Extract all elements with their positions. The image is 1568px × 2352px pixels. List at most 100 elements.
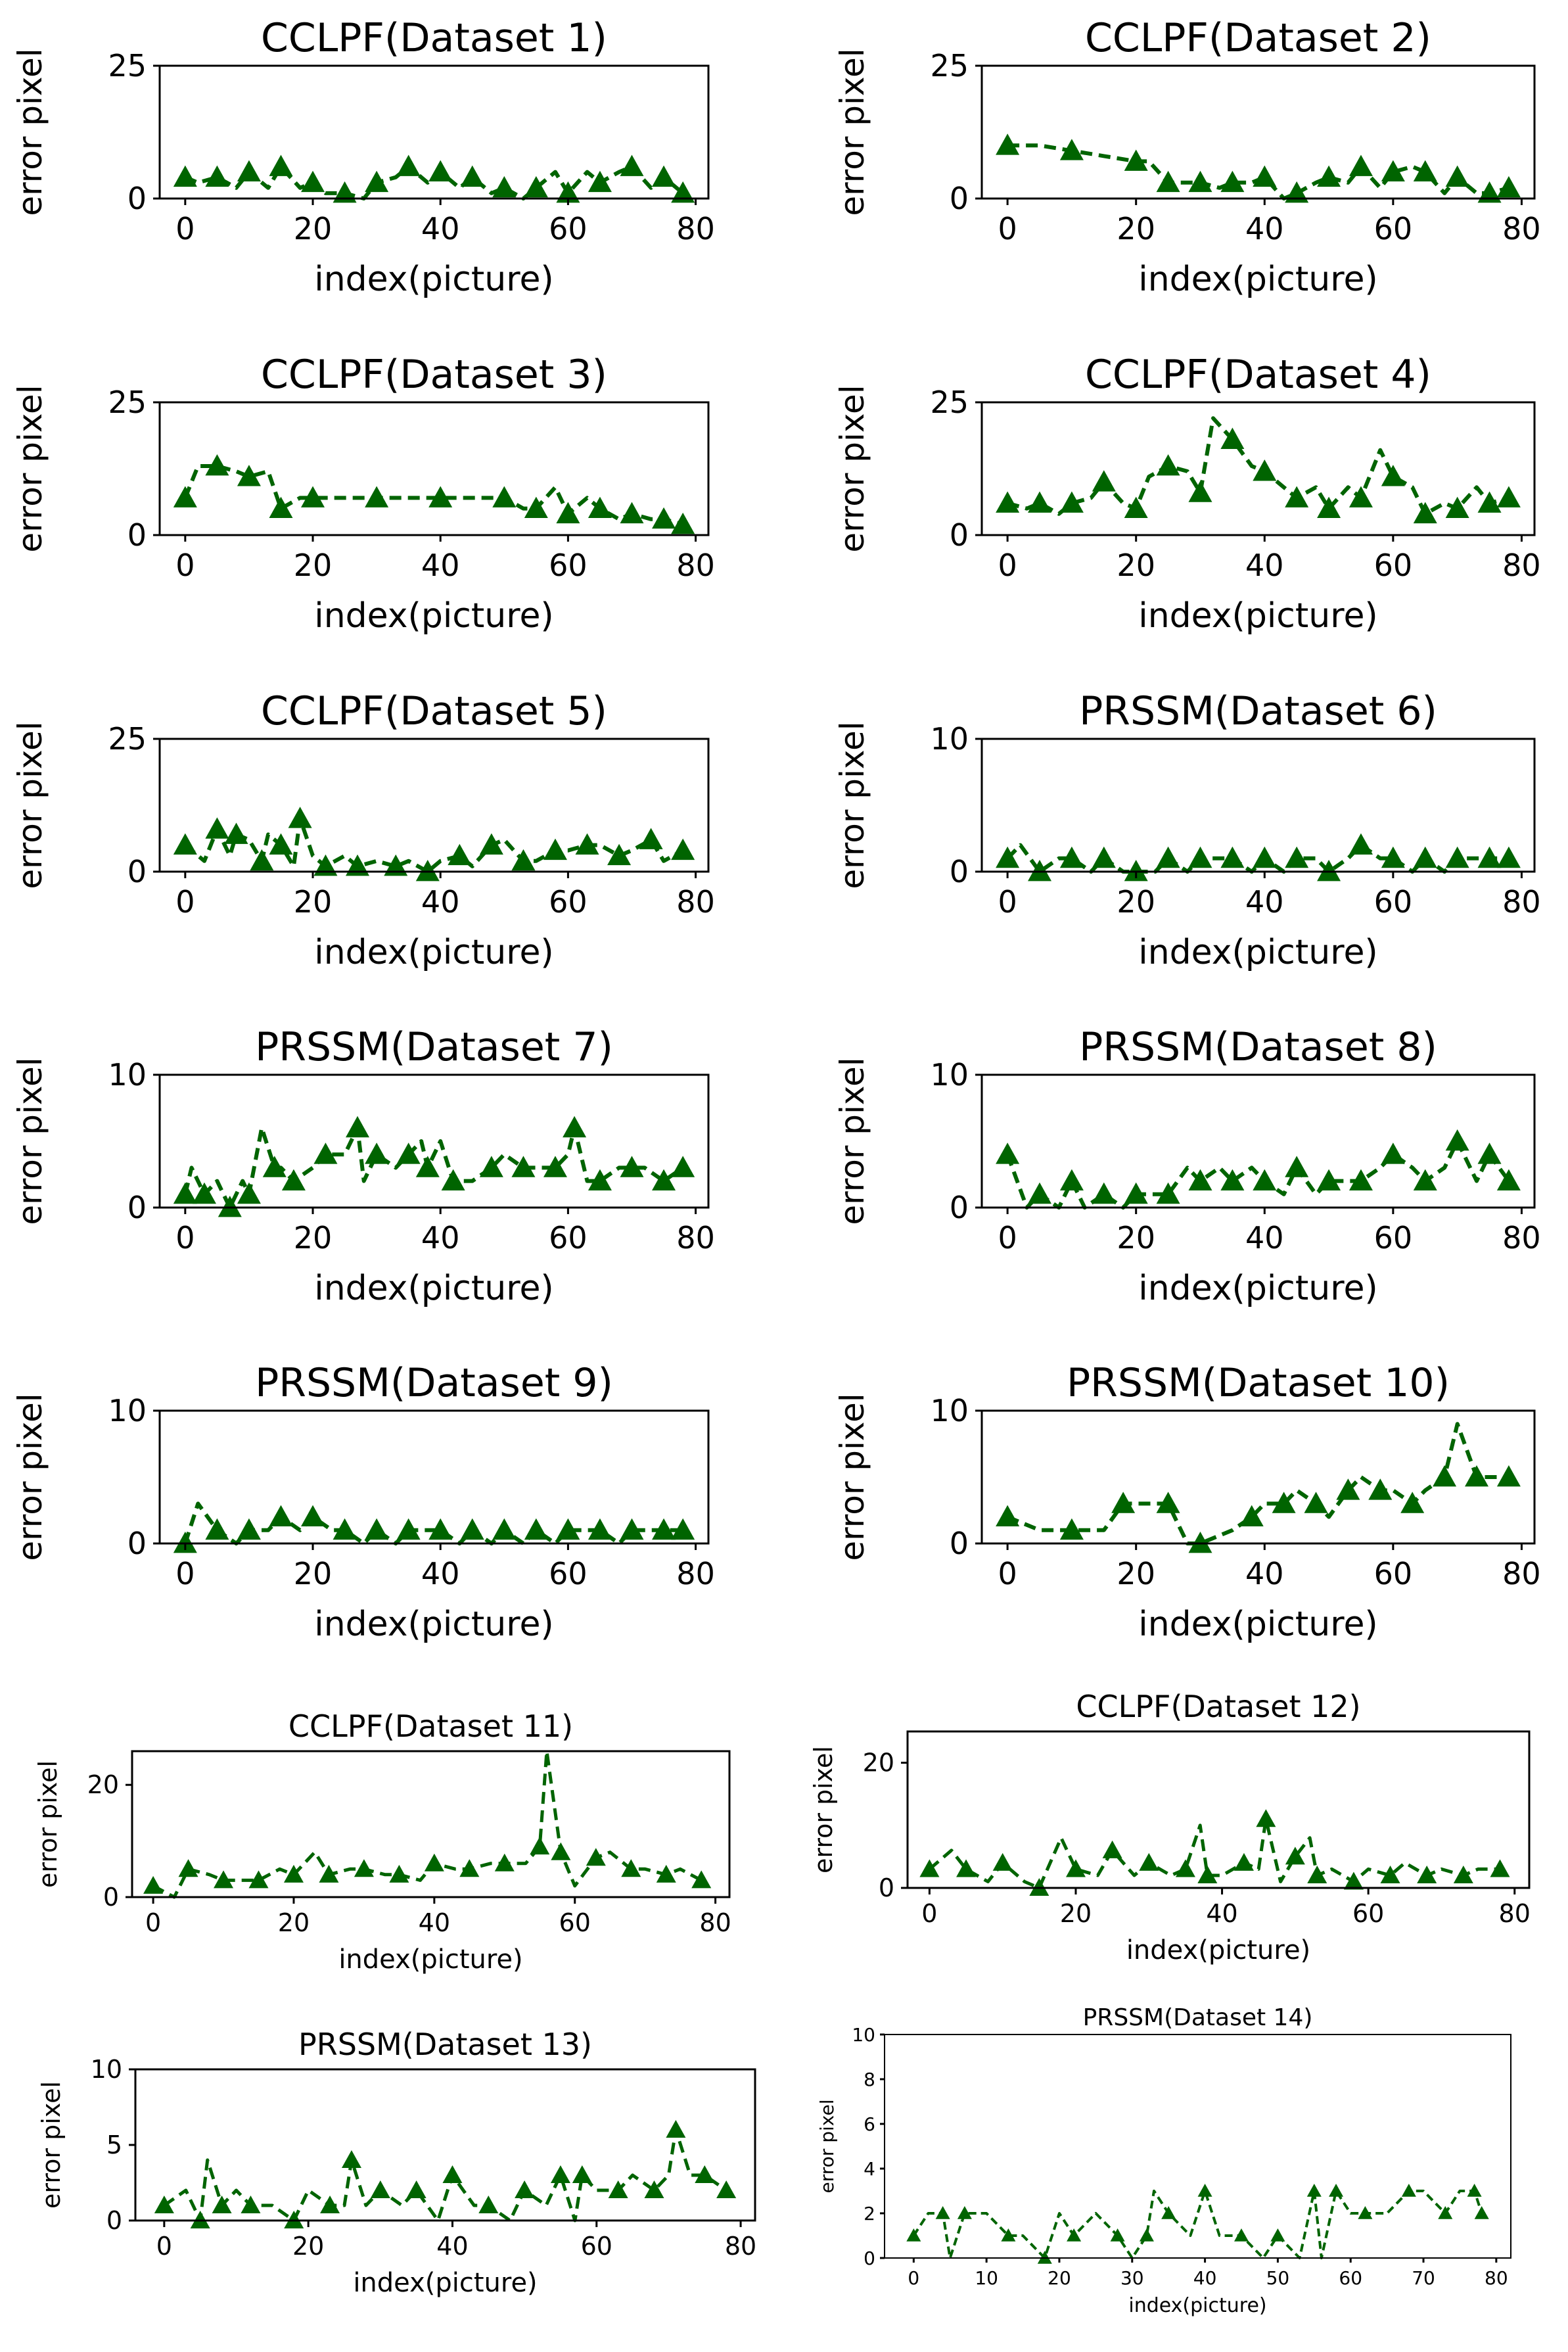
x-axis-label: index(picture)	[314, 933, 553, 972]
data-point-marker	[588, 170, 612, 193]
x-tick-label: 20	[292, 2232, 324, 2261]
data-point-marker	[224, 822, 248, 844]
x-axis-label: index(picture)	[314, 260, 553, 299]
data-point-marker	[1401, 2184, 1416, 2197]
x-tick-label: 0	[175, 1220, 195, 1256]
data-point-marker	[608, 2180, 628, 2198]
data-point-marker	[492, 176, 517, 198]
chart-panel-13: 0 20 40 60 80 0 5 10 PRSSM(Dataset 13) index(pict…	[37, 2027, 756, 2298]
data-point-marker	[1285, 846, 1309, 868]
data-point-marker	[478, 2196, 499, 2213]
chart-title: CCLPF(Dataset 4)	[1085, 352, 1431, 398]
x-axis-label: index(picture)	[338, 1944, 522, 1975]
data-point-marker	[428, 486, 453, 507]
data-point-marker	[365, 170, 389, 193]
y-tick-label: 10	[930, 1057, 969, 1093]
data-point-marker	[992, 1852, 1013, 1871]
x-tick-label: 40	[1245, 211, 1284, 247]
chart-title: CCLPF(Dataset 1)	[261, 15, 607, 61]
x-tick-label: 20	[1117, 548, 1155, 583]
data-point-marker	[218, 1196, 242, 1217]
chart-panel-10: 0 20 40 60 80 0 10 PRSSM(Dataset 10) index(pictu…	[833, 1360, 1541, 1644]
y-tick-label: 0	[127, 1526, 147, 1561]
x-tick-label: 80	[1485, 2267, 1508, 2289]
data-point-marker	[345, 1116, 369, 1138]
data-point-marker	[656, 1864, 676, 1883]
chart-panel-5: 0 20 40 60 80 0 25 CCLPF(Dataset 5) index(pictur…	[11, 688, 715, 972]
x-axis-label: index(picture)	[314, 1269, 553, 1308]
data-point-marker	[957, 2206, 972, 2219]
y-tick-label: 8	[864, 2069, 875, 2090]
data-point-marker	[671, 1156, 695, 1177]
data-point-marker	[1438, 2206, 1453, 2219]
data-point-marker	[1329, 2184, 1344, 2197]
chart-title: CCLPF(Dataset 11)	[288, 1708, 573, 1744]
x-tick-label: 50	[1266, 2267, 1290, 2289]
data-point-marker	[173, 486, 197, 507]
chart-panel-7: 0 20 40 60 80 0 10 PRSSM(Dataset 7) index(pictur…	[11, 1024, 715, 1308]
data-point-marker	[556, 181, 580, 203]
data-point-marker	[1417, 1865, 1437, 1883]
data-point-marker	[1253, 165, 1277, 187]
chart-panel-4: 0 20 40 60 80 0 25 CCLPF(Dataset 4) index(pictur…	[833, 352, 1541, 636]
x-tick-label: 60	[549, 884, 588, 920]
data-point-marker	[1139, 1852, 1159, 1871]
data-point-marker	[1220, 1169, 1245, 1190]
x-tick-label: 40	[436, 2232, 468, 2261]
data-point-marker	[1380, 1865, 1400, 1883]
data-point-marker	[365, 486, 389, 507]
data-point-marker	[1453, 1865, 1473, 1883]
axes-frame	[906, 1730, 1531, 1889]
series-line	[183, 464, 683, 527]
data-point-marker	[524, 176, 548, 198]
y-tick-label: 25	[108, 48, 147, 83]
data-point-marker	[1124, 496, 1148, 518]
data-point-marker	[1306, 2184, 1322, 2197]
data-point-marker	[1188, 170, 1212, 193]
x-tick-label: 40	[421, 1220, 460, 1256]
x-tick-label: 40	[1245, 884, 1284, 920]
data-point-marker	[389, 1864, 409, 1883]
y-tick-label: 4	[864, 2158, 875, 2180]
data-point-marker	[511, 1156, 536, 1177]
x-axis-label: index(picture)	[1126, 1935, 1310, 1965]
x-tick-label: 20	[1060, 1899, 1092, 1928]
data-point-marker	[269, 496, 293, 518]
x-tick-label: 20	[278, 1908, 310, 1937]
data-point-marker	[1001, 2228, 1016, 2242]
chart-title: CCLPF(Dataset 2)	[1085, 15, 1431, 61]
y-tick-label: 0	[879, 1873, 894, 1902]
axes-frame	[980, 738, 1536, 873]
data-point-marker	[1197, 1865, 1218, 1883]
data-point-marker	[365, 1518, 389, 1540]
chart-panel-12: 0 20 40 60 80 0 20 CCLPF(Dataset 12) index(pictu…	[809, 1689, 1531, 1965]
axes-frame	[980, 1073, 1536, 1209]
data-point-marker	[996, 1142, 1020, 1164]
axes-frame	[158, 64, 710, 200]
data-point-marker	[1111, 1492, 1136, 1513]
data-point-marker	[460, 1518, 484, 1540]
data-point-marker	[479, 833, 503, 855]
chart-panel-11: 0 20 40 60 80 0 20 CCLPF(Dataset 11) index(pictu…	[34, 1708, 731, 1975]
data-point-marker	[396, 154, 421, 176]
data-point-marker	[1496, 486, 1521, 507]
data-point-marker	[1188, 1532, 1212, 1553]
data-point-marker	[1349, 1169, 1373, 1190]
axes-frame	[158, 1409, 710, 1545]
y-tick-label: 20	[87, 1770, 119, 1799]
data-point-marker	[241, 2196, 261, 2213]
data-point-marker	[671, 512, 695, 534]
series-line	[928, 1817, 1500, 1890]
data-point-marker	[1490, 1859, 1510, 1877]
data-point-marker	[543, 838, 567, 860]
data-point-marker	[173, 165, 197, 187]
data-point-marker	[1349, 486, 1373, 507]
x-tick-label: 0	[998, 211, 1017, 247]
data-point-marker	[620, 1518, 644, 1540]
x-tick-label: 0	[175, 1556, 195, 1591]
data-point-marker	[671, 838, 695, 860]
y-tick-label: 25	[108, 385, 147, 420]
data-point-marker	[1234, 2228, 1249, 2242]
data-point-marker	[1188, 846, 1212, 868]
x-axis-label: index(picture)	[1138, 1605, 1377, 1644]
